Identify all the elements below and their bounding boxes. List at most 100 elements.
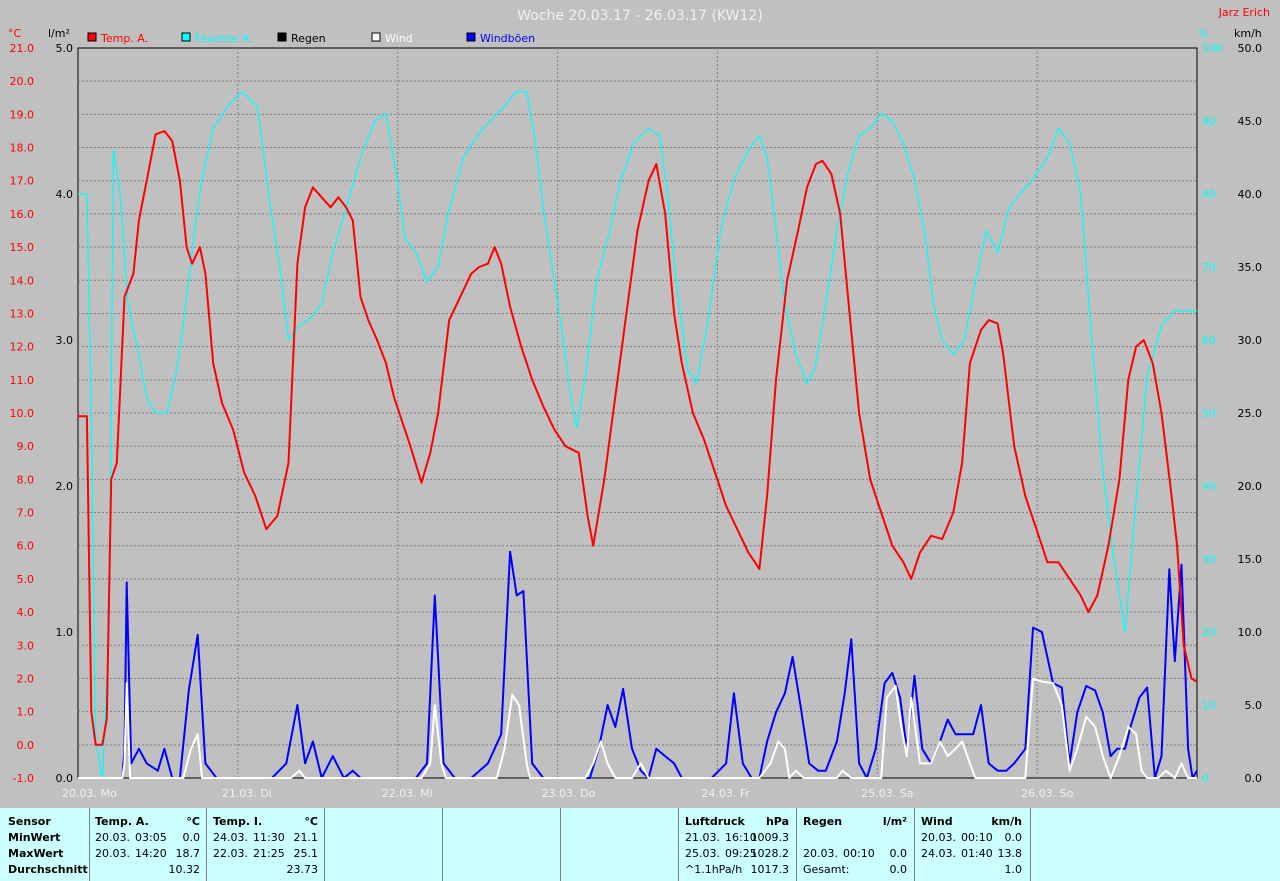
cell-value: 0.0: [182, 831, 201, 844]
tick-label-rain: 0.0: [56, 772, 74, 785]
tick-label-temp: 8.0: [17, 473, 35, 486]
tick-label-temp: 13.0: [10, 307, 35, 320]
series-line-temp-a-: [78, 130, 1198, 746]
x-tick-label: 26.03. So: [1021, 787, 1073, 800]
tick-label-temp: 11.0: [10, 374, 35, 387]
cell-date: 20.03.: [803, 847, 838, 860]
legend-swatch: [277, 32, 287, 42]
tick-label-temp: 4.0: [17, 606, 35, 619]
cell-value: 0.0: [889, 847, 908, 860]
tick-label-humidity: 20: [1202, 626, 1216, 639]
tick-label-humidity: 100: [1202, 42, 1223, 55]
cell-value: 0.0: [1004, 831, 1023, 844]
legend-label: Windböen: [480, 32, 535, 45]
cell-time: 00:10: [961, 831, 993, 844]
unit-rain-axis: l/m²: [48, 27, 70, 40]
table-header-sensor: Sensor: [8, 815, 51, 828]
table-col-empty-3: [560, 808, 678, 881]
tick-label-rain: 3.0: [56, 334, 74, 347]
table-header-wind: Wind: [921, 815, 953, 828]
tick-label-wind: 40.0: [1238, 188, 1263, 201]
tick-label-humidity: 60: [1202, 334, 1216, 347]
legend-label: Regen: [291, 32, 326, 45]
cell-time: 14:20: [135, 847, 167, 860]
tick-label-wind: 30.0: [1238, 334, 1263, 347]
label-durchschnitt: Durchschnitt: [8, 863, 88, 876]
tick-label-temp: 14.0: [10, 274, 35, 287]
tick-label-humidity: 40: [1202, 480, 1216, 493]
cell-date: 20.03.: [95, 847, 130, 860]
table-header-temp-a: Temp. A.: [95, 815, 149, 828]
x-tick-label: 23.03. Do: [542, 787, 596, 800]
table-col-empty-4: [1030, 808, 1280, 881]
tick-label-temp: 2.0: [17, 672, 35, 685]
unit-temp-axis: °C: [8, 27, 22, 40]
cell-date: 25.03.: [685, 847, 720, 860]
tick-label-wind: 0.0: [1245, 772, 1263, 785]
cell-value: 25.1: [293, 847, 319, 860]
tick-label-wind: 35.0: [1238, 261, 1263, 274]
series-line-feuchte-a-: [78, 91, 1197, 779]
weather-chart: Woche 20.03.17 - 26.03.17 (KW12) Jarz Eri…: [8, 6, 1270, 800]
tick-label-humidity: 90: [1202, 115, 1216, 128]
tick-label-temp: 21.0: [10, 42, 35, 55]
tick-label-temp: 15.0: [10, 241, 35, 254]
tick-label-temp: 12.0: [10, 341, 35, 354]
tick-label-rain: 5.0: [56, 42, 74, 55]
cell-date: 24.03.: [921, 847, 956, 860]
cell-value: 0.0: [889, 863, 908, 876]
cell-time: 21:25: [253, 847, 285, 860]
cell-time: 03:05: [135, 831, 167, 844]
tick-label-humidity: 30: [1202, 553, 1216, 566]
series-line-wind: [78, 677, 1197, 779]
cell-value: 21.1: [293, 831, 319, 844]
tick-label-temp: -1.0: [13, 772, 34, 785]
table-col-sensor: Sensor MinWert MaxWert Durchschnitt: [0, 808, 89, 881]
cell-value: 18.7: [175, 847, 201, 860]
cell-value: 1009.3: [750, 831, 790, 844]
tick-label-humidity: 80: [1202, 188, 1216, 201]
legend-swatch: [371, 32, 381, 42]
legend-swatch: [87, 32, 97, 42]
tick-label-temp: 19.0: [10, 108, 35, 121]
cell-value: 13.8: [997, 847, 1023, 860]
table-header-regen: Regen: [803, 815, 843, 828]
cell-time: 01:40: [961, 847, 993, 860]
cell-date: 20.03.: [95, 831, 130, 844]
legend-label: Feuchte A.: [195, 32, 253, 45]
cell-value: 1.0: [1004, 863, 1023, 876]
tick-label-temp: 5.0: [17, 573, 35, 586]
cell-date: 22.03.: [213, 847, 248, 860]
table-col-empty-1: [324, 808, 442, 881]
tick-label-humidity: 10: [1202, 699, 1216, 712]
tick-label-wind: 10.0: [1238, 626, 1263, 639]
tick-label-rain: 1.0: [56, 626, 74, 639]
tick-label-wind: 15.0: [1238, 553, 1263, 566]
table-col-regen: Regen l/m² 20.03. 00:10 0.0 Gesamt: 0.0: [796, 808, 914, 881]
cell-value: 1017.3: [750, 863, 790, 876]
unit-regen: l/m²: [882, 815, 907, 828]
tick-label-temp: 17.0: [10, 175, 35, 188]
cell-time: 16:10: [725, 831, 757, 844]
tick-label-wind: 5.0: [1245, 699, 1263, 712]
label-maxwert: MaxWert: [8, 847, 64, 860]
table-header-luftdruck: Luftdruck: [685, 815, 745, 828]
table-header-temp-i: Temp. I.: [213, 815, 263, 828]
tick-label-temp: 7.0: [17, 507, 35, 520]
tick-label-humidity: 70: [1202, 261, 1216, 274]
plot-area: [77, 47, 1198, 779]
tick-label-humidity: 0: [1202, 772, 1209, 785]
cell-value: 1028.2: [750, 847, 790, 860]
unit-temp-i: °C: [304, 815, 318, 828]
tick-label-temp: 18.0: [10, 142, 35, 155]
cell-label: Gesamt:: [803, 863, 850, 876]
legend-label: Temp. A.: [100, 32, 148, 45]
tick-label-temp: 0.0: [17, 739, 35, 752]
cell-trend: ^1.1hPa/h: [685, 863, 743, 876]
cell-date: 21.03.: [685, 831, 720, 844]
tick-label-temp: 3.0: [17, 639, 35, 652]
chart-title: Woche 20.03.17 - 26.03.17 (KW12): [517, 8, 763, 24]
unit-temp-a: °C: [186, 815, 200, 828]
table-col-wind: Wind km/h 20.03. 00:10 0.0 24.03. 01:40 13.8 …: [914, 808, 1030, 881]
chart-author: Jarz Erich: [1218, 6, 1270, 19]
